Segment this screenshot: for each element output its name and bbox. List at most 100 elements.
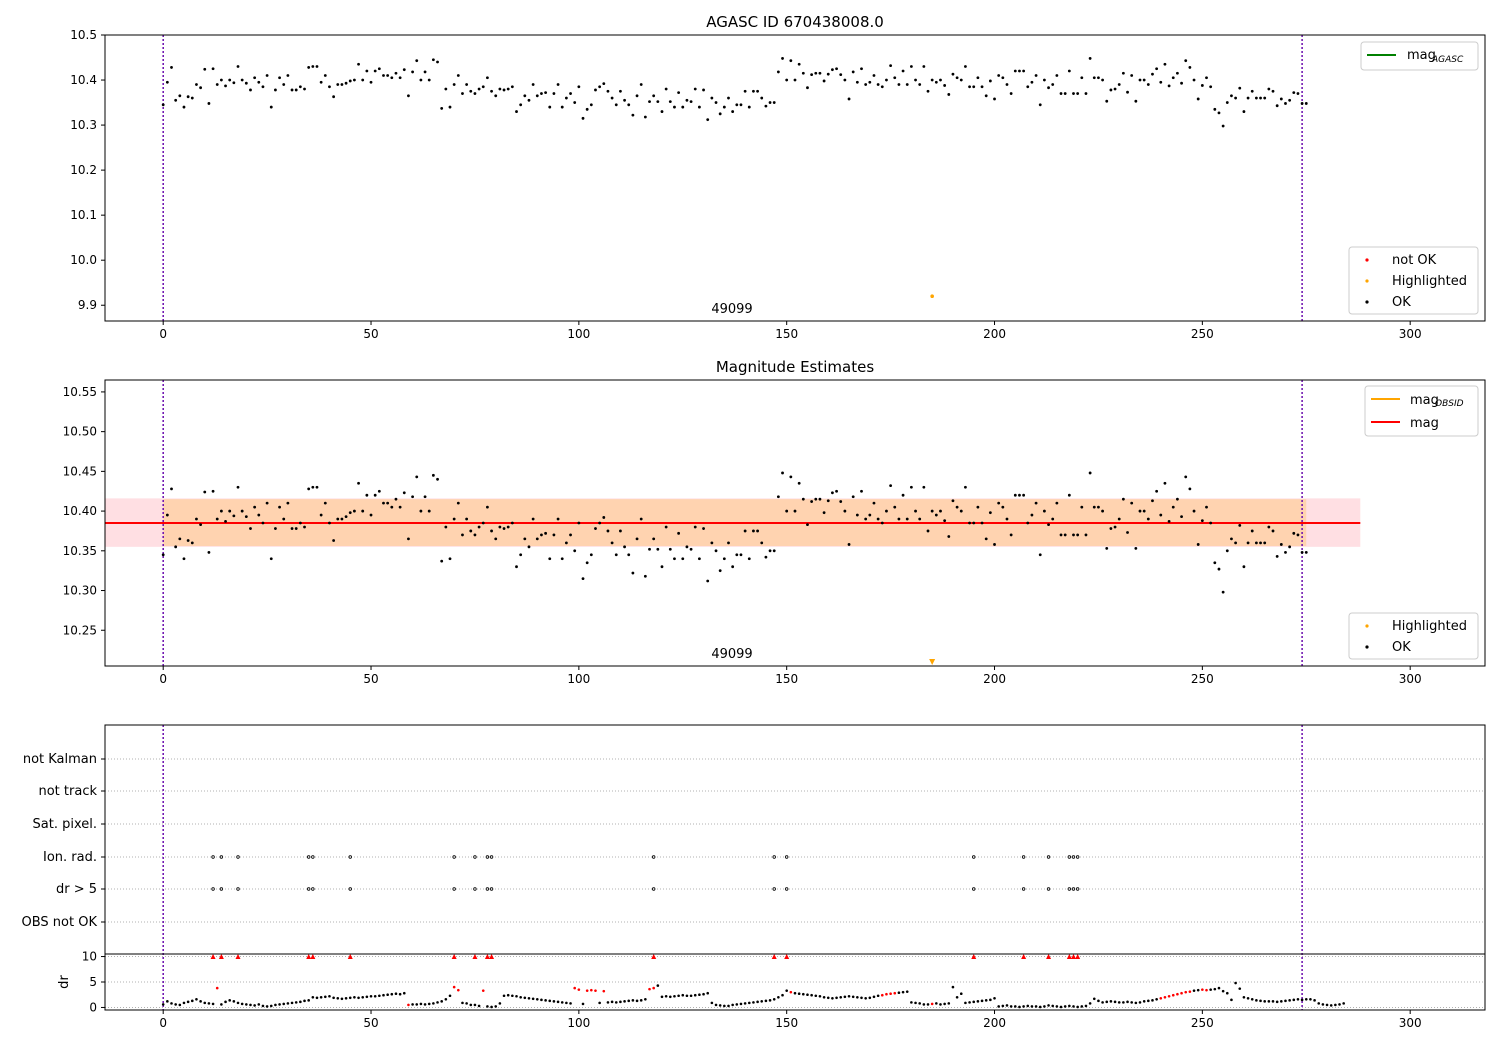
- dr-point-ok: [519, 995, 522, 999]
- data-point-ok: [494, 94, 498, 98]
- dr-point-ok: [951, 985, 955, 989]
- data-point-ok: [685, 545, 689, 549]
- dr-clipped-marker: [1066, 954, 1072, 960]
- dr-point-ok: [669, 995, 672, 999]
- dr-point-ok: [461, 1001, 464, 1005]
- data-point-ok: [257, 80, 261, 84]
- data-point-ok: [968, 85, 971, 89]
- data-point-ok: [477, 525, 481, 529]
- y-tick-label: 10.55: [63, 385, 97, 399]
- dr-point-ok: [1072, 1005, 1075, 1008]
- data-point-ok: [577, 521, 581, 525]
- x-tick-label: 300: [1399, 1016, 1422, 1030]
- dr-point-ok: [1209, 988, 1212, 991]
- flag-marker-ion-rad: [485, 855, 490, 859]
- data-point-ok: [253, 76, 257, 80]
- data-point-ok: [806, 86, 809, 90]
- dr-point-ok: [1196, 988, 1200, 992]
- data-point-ok: [298, 521, 302, 525]
- dr-point-ok: [511, 994, 514, 998]
- data-point-ok: [1042, 78, 1046, 82]
- data-point-ok: [369, 80, 373, 84]
- dr-point-ok: [1213, 987, 1217, 991]
- data-point-ok: [735, 553, 739, 557]
- data-point-ok: [652, 94, 656, 98]
- dr-point-ok: [1122, 1001, 1125, 1004]
- flag-marker-ion-rad: [348, 855, 352, 859]
- data-point-ok: [660, 565, 664, 569]
- dr-point-not-ok: [1205, 988, 1208, 992]
- data-point-ok: [336, 83, 340, 86]
- data-point-ok: [161, 553, 165, 557]
- data-point-ok: [211, 67, 215, 71]
- dr-point-ok: [806, 993, 809, 997]
- dr-point-ok: [964, 1001, 967, 1005]
- dr-point-ok: [606, 1001, 610, 1004]
- dr-point-ok: [1109, 1000, 1113, 1003]
- data-point-ok: [693, 525, 697, 529]
- data-point-ok: [1155, 489, 1159, 493]
- data-point-ok: [1230, 94, 1233, 98]
- data-point-ok: [851, 495, 855, 499]
- dr-point-ok: [303, 999, 306, 1003]
- data-point-ok: [290, 88, 294, 92]
- obsid-annotation: 49099: [711, 647, 752, 662]
- dr-point-ok: [419, 1002, 423, 1006]
- dr-point-ok: [1142, 1000, 1146, 1003]
- dr-point-ok: [1147, 999, 1150, 1003]
- data-point-ok: [889, 64, 893, 68]
- data-point-ok: [1288, 98, 1292, 102]
- dr-point-ok: [639, 999, 643, 1002]
- dr-point-ok: [166, 1000, 169, 1003]
- legend-marker-not-ok: [1365, 258, 1369, 262]
- dr-point-ok: [261, 1004, 265, 1008]
- legend-upper[interactable]: mag AGASC: [1360, 41, 1479, 71]
- data-point-ok: [469, 529, 473, 533]
- data-point-ok: [1092, 76, 1096, 80]
- dr-point-ok: [1022, 1005, 1025, 1008]
- data-point-ok: [274, 88, 277, 92]
- x-tick-label: 100: [567, 327, 590, 341]
- data-point-ok: [1105, 547, 1109, 550]
- data-point-ok: [1076, 92, 1080, 95]
- data-point-ok: [473, 533, 477, 537]
- dr-point-ok: [1230, 998, 1233, 1002]
- legend-lower[interactable]: not OK Highlighted OK: [1348, 246, 1479, 315]
- dr-point-ok: [294, 1001, 298, 1004]
- data-point-ok: [1171, 505, 1175, 509]
- data-point-ok: [639, 517, 643, 521]
- data-point-ok: [1263, 96, 1267, 100]
- legend-upper[interactable]: mag OBSID mag: [1364, 385, 1479, 437]
- data-point-ok: [531, 517, 535, 521]
- dr-clipped-marker: [651, 954, 657, 960]
- dr-point-not-ok: [1201, 988, 1204, 991]
- data-point-ok: [510, 85, 514, 89]
- legend-lower[interactable]: Highlighted OK: [1348, 612, 1479, 660]
- data-point-ok: [1263, 541, 1267, 545]
- dr-point-ok: [186, 1000, 190, 1004]
- data-point-ok: [332, 539, 336, 542]
- data-point-ok: [839, 500, 843, 503]
- data-point-ok: [298, 85, 302, 89]
- data-point-ok: [1217, 111, 1221, 115]
- data-point-ok: [1279, 97, 1283, 101]
- dr-point-not-ok: [452, 985, 456, 989]
- data-point-ok: [714, 549, 718, 553]
- dr-point-ok: [190, 999, 194, 1003]
- dr-point-ok: [373, 994, 377, 998]
- data-point-ok: [1055, 74, 1059, 77]
- x-tick-label: 150: [775, 327, 798, 341]
- data-point-ok: [918, 83, 922, 86]
- data-point-ok: [727, 541, 730, 545]
- dr-point-ok: [976, 1000, 980, 1003]
- y-tick-label: 10.30: [63, 584, 97, 598]
- dr-clipped-marker: [784, 954, 790, 960]
- data-point-ok: [1192, 509, 1196, 513]
- data-point-ok: [1134, 99, 1138, 103]
- flag-row-label: Ion. rad.: [43, 850, 97, 865]
- data-point-ok: [797, 62, 801, 66]
- data-point-ok: [290, 527, 294, 530]
- data-point-ok: [195, 517, 198, 521]
- data-point-ok: [1275, 104, 1279, 108]
